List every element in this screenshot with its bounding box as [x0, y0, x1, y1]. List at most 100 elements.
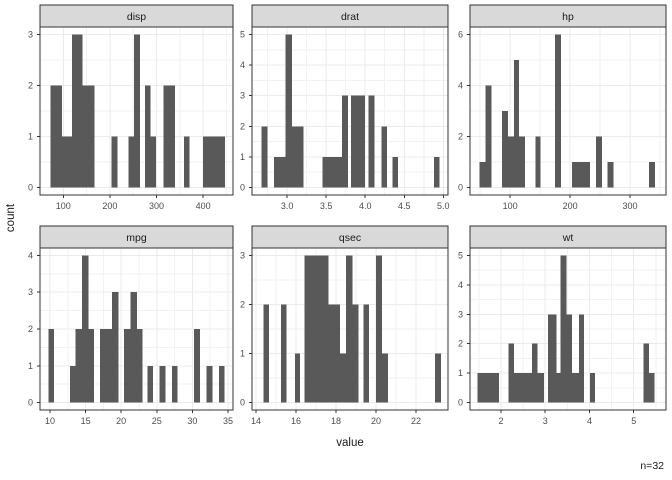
histogram-bar [340, 353, 346, 403]
y-tick-label: 2 [240, 121, 245, 131]
x-tick-label: 20 [116, 416, 126, 426]
histogram-bar [531, 343, 538, 403]
x-tick-label: 22 [411, 416, 421, 426]
strip-hp [469, 4, 667, 28]
facet-mpg: mpg 10 15 20 25 30 35 0 1 2 3 4 [28, 225, 234, 426]
x-tick-label: 3.0 [281, 201, 294, 211]
histogram-bar [328, 304, 340, 403]
y-tick-label: 0 [458, 182, 463, 192]
histogram-bar [435, 353, 441, 403]
histogram-bar [128, 136, 135, 188]
x-tick-label: 300 [623, 201, 638, 211]
histogram-bar [479, 161, 486, 188]
y-tick-label: 4 [458, 280, 463, 290]
x-tick-label: 5.0 [437, 201, 450, 211]
histogram-bar [433, 156, 440, 188]
histogram-bar [61, 136, 73, 188]
strip-label: disp [127, 11, 146, 23]
y-tick-label: 5 [458, 250, 463, 260]
strip-label: hp [562, 11, 574, 23]
x-tick-label: 3.5 [320, 201, 333, 211]
histogram-bar [501, 111, 508, 188]
histogram-bar [535, 136, 541, 188]
histogram-bar [560, 255, 567, 403]
histogram-bar [643, 343, 650, 403]
histogram-bar [124, 329, 131, 403]
gridlines [470, 248, 666, 410]
histogram-bar [392, 156, 399, 188]
y-tick-label: 4 [240, 60, 245, 70]
x-tick-label: 200 [102, 201, 117, 211]
y-tick-label: 4 [458, 81, 463, 91]
histogram-bar [48, 329, 55, 403]
histogram-bar [295, 353, 300, 403]
y-tick-label: 3 [240, 91, 245, 101]
strip-wt [469, 225, 667, 249]
histogram-bar [363, 304, 369, 403]
bars [263, 255, 441, 403]
facet-drat: drat 3.0 3.5 4.0 4.5 5.0 0 1 2 3 4 5 [240, 4, 450, 211]
y-tick-label: 3 [28, 287, 33, 297]
strip-drat [251, 4, 449, 28]
histogram-bar [69, 365, 76, 403]
histogram-bar [218, 365, 225, 403]
x-tick-label: 2 [498, 416, 503, 426]
facet-qsec: qsec 14 16 18 20 22 0 1 2 3 [240, 225, 449, 426]
histogram-bar [572, 373, 579, 403]
histogram-bar [589, 373, 595, 403]
histogram-bar [537, 373, 544, 403]
y-tick-label: 4 [28, 250, 33, 260]
y-tick-label: 3 [458, 309, 463, 319]
histogram-bar [136, 329, 143, 403]
histogram-bar [88, 329, 95, 403]
x-tick-label: 200 [563, 201, 578, 211]
y-tick-label: 1 [28, 131, 33, 141]
strip-label: mpg [126, 232, 147, 244]
y-tick-label: 3 [240, 250, 245, 260]
bars [479, 34, 656, 188]
histogram-bar [477, 373, 500, 403]
histogram-bar [99, 329, 112, 403]
y-tick-label: 2 [28, 81, 33, 91]
x-tick-label: 18 [331, 416, 341, 426]
histogram-bar [72, 34, 83, 188]
y-tick-label: 5 [240, 30, 245, 40]
histogram-bar [280, 304, 287, 403]
histogram-bar [144, 85, 151, 188]
histogram-bar [82, 255, 89, 403]
x-tick-label: 400 [196, 201, 211, 211]
histogram-bar [485, 85, 492, 188]
histogram-bar [285, 34, 292, 188]
histogram-bar [555, 34, 562, 188]
histogram-bar [150, 136, 157, 188]
x-tick-label: 5 [631, 416, 636, 426]
histogram-bar [263, 304, 269, 403]
strip-label: qsec [339, 232, 361, 244]
histogram-bar [193, 329, 201, 403]
x-tick-label: 300 [149, 201, 164, 211]
histogram-bar [341, 95, 349, 188]
histogram-bar [82, 85, 95, 188]
y-tick-label: 0 [240, 398, 245, 408]
y-tick-label: 1 [458, 368, 463, 378]
histogram-bar [566, 314, 573, 403]
histogram-bar [556, 373, 561, 403]
histogram-bar [147, 365, 154, 403]
bars [48, 255, 225, 403]
histogram-bar [304, 255, 329, 403]
histogram-bar [159, 365, 166, 403]
bars [477, 255, 655, 403]
histogram-bar [649, 373, 655, 403]
x-tick-label: 16 [291, 416, 301, 426]
histogram-bar [75, 329, 83, 403]
histogram-bar [571, 161, 590, 188]
histogram-bar [607, 161, 614, 188]
x-tick-label: 100 [503, 201, 518, 211]
bars [261, 34, 440, 188]
x-tick-label: 3 [543, 416, 548, 426]
histogram-bar [134, 34, 140, 188]
facet-disp: disp 100 200 300 400 0 1 2 3 [28, 4, 234, 211]
histogram-bar [346, 255, 353, 403]
x-tick-label: 4.0 [359, 201, 372, 211]
